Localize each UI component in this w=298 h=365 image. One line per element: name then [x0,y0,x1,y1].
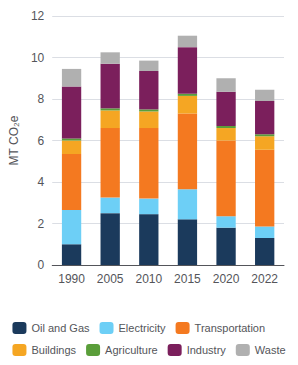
svg-text:Industry: Industry [187,344,227,356]
svg-text:2: 2 [38,217,45,231]
svg-text:10: 10 [31,51,45,65]
svg-text:Waste: Waste [255,344,286,356]
svg-text:2015: 2015 [174,272,201,286]
svg-text:12: 12 [31,9,45,23]
svg-text:0: 0 [38,258,45,272]
svg-text:Agriculture: Agriculture [105,344,158,356]
svg-text:Buildings: Buildings [31,344,76,356]
svg-text:Electricity: Electricity [119,322,167,334]
svg-text:MT CO₂e: MT CO₂e [7,115,21,165]
svg-text:8: 8 [38,92,45,106]
svg-text:2010: 2010 [135,272,162,286]
svg-text:Transportation: Transportation [195,322,266,334]
svg-text:2005: 2005 [97,272,124,286]
svg-text:Oil and Gas: Oil and Gas [31,322,90,334]
svg-text:4: 4 [38,175,45,189]
svg-text:1990: 1990 [58,272,85,286]
svg-text:2022: 2022 [251,272,278,286]
svg-text:6: 6 [38,134,45,148]
svg-text:2020: 2020 [213,272,240,286]
